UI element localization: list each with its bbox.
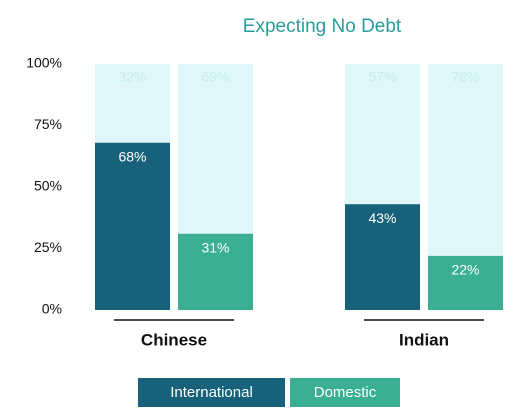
complement-bar — [178, 64, 253, 234]
x-tick-label: Indian — [399, 330, 449, 349]
x-tick-label: Chinese — [141, 330, 207, 349]
bar — [178, 233, 253, 310]
complement-bar — [428, 64, 503, 256]
complement-bar — [95, 64, 170, 143]
y-tick-label: 100% — [26, 55, 62, 71]
value-label: 68% — [118, 148, 146, 164]
legend-label: International — [170, 384, 253, 401]
bar — [345, 204, 420, 310]
value-label: 22% — [451, 262, 479, 278]
bar — [95, 142, 170, 310]
y-tick-label: 0% — [42, 301, 62, 317]
legend-swatch — [290, 378, 400, 407]
legend-label: Domestic — [314, 384, 377, 401]
complement-label: 32% — [118, 69, 146, 85]
value-label: 31% — [201, 239, 229, 255]
y-tick-label: 25% — [34, 239, 62, 255]
y-tick-label: 50% — [34, 178, 62, 194]
complement-label: 78% — [451, 69, 479, 85]
complement-label: 57% — [368, 69, 396, 85]
legend-swatch — [138, 378, 285, 407]
chart-title: Expecting No Debt — [243, 16, 402, 37]
bar — [428, 255, 503, 310]
value-label: 43% — [368, 210, 396, 226]
complement-bar — [345, 64, 420, 205]
complement-label: 69% — [201, 69, 229, 85]
y-tick-label: 75% — [34, 116, 62, 132]
